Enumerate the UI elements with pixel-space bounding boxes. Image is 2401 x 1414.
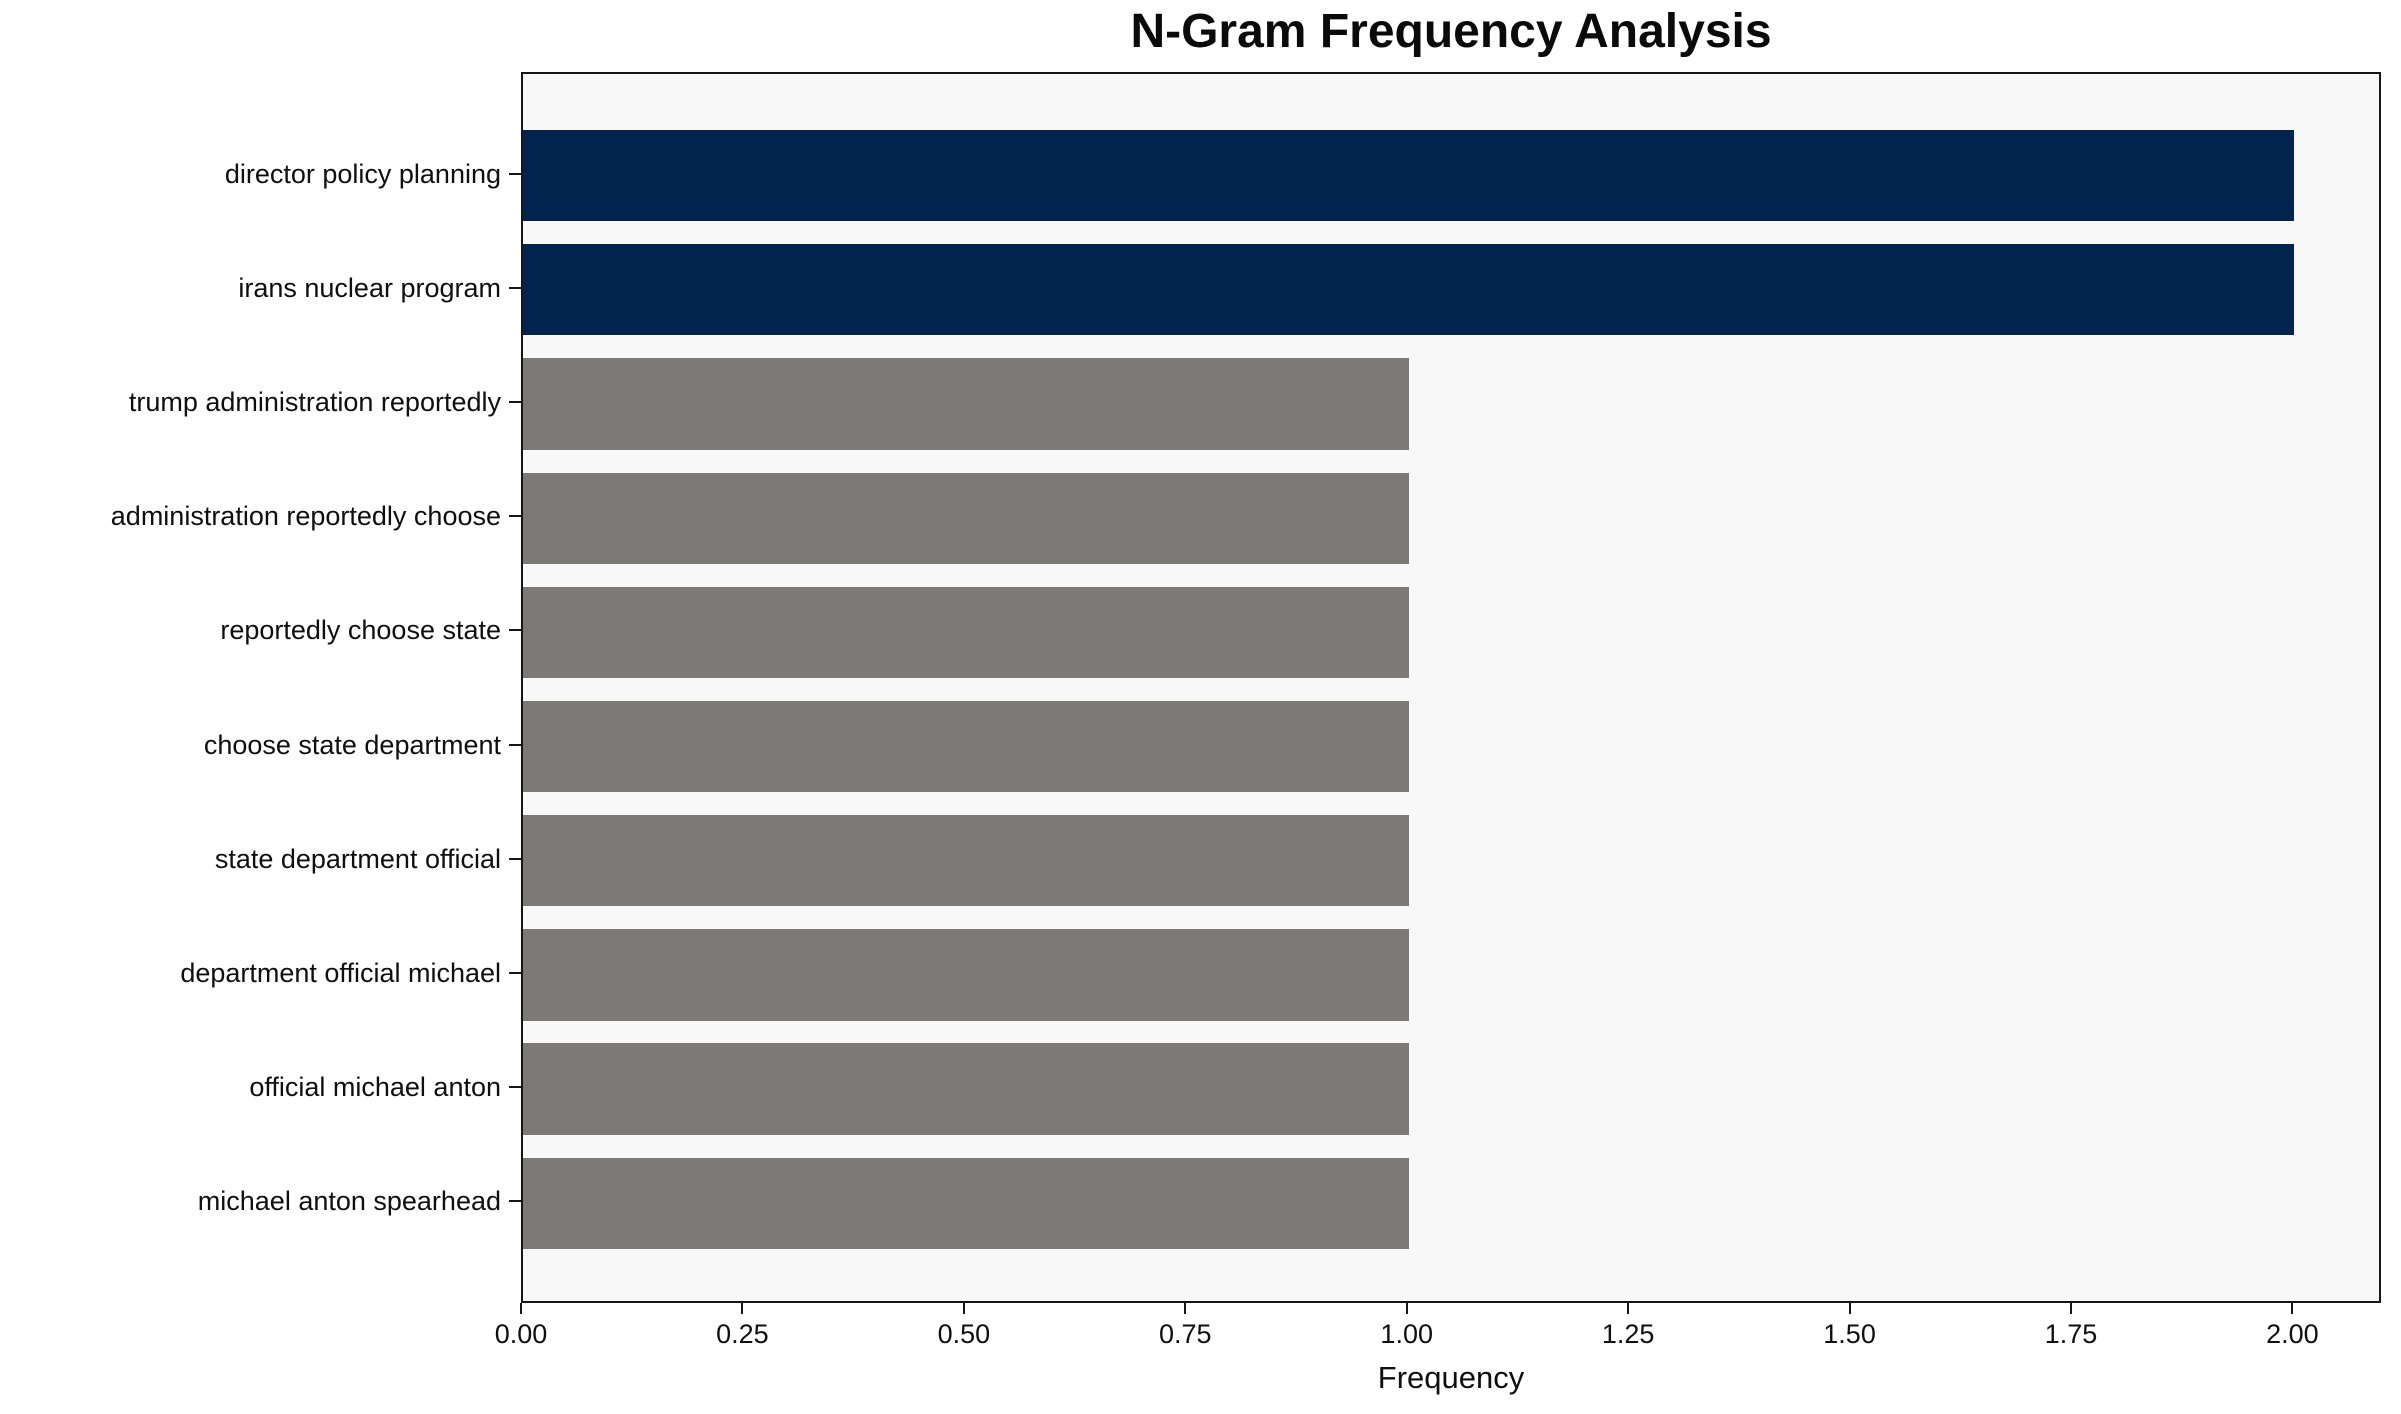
x-tick-label: 1.75	[2044, 1319, 2098, 1349]
x-tick-mark	[2291, 1303, 2294, 1314]
y-tick-mark	[509, 1086, 521, 1089]
bar	[523, 929, 1409, 1021]
x-tick-label: 1.50	[1823, 1319, 1876, 1349]
y-tick-label: official michael anton	[249, 1072, 501, 1103]
y-tick-label: department official michael	[180, 957, 501, 988]
bar	[523, 1043, 1409, 1135]
x-tick-label: 0.25	[716, 1319, 769, 1349]
x-axis-label: Frequency	[1377, 1360, 1525, 1395]
plot-area	[521, 72, 2381, 1303]
x-tick-label: 1.00	[1380, 1319, 1433, 1349]
y-tick-label: state department official	[214, 843, 501, 874]
y-tick-label: michael anton spearhead	[197, 1186, 501, 1217]
x-tick-mark	[2070, 1303, 2072, 1314]
x-tick-mark	[1627, 1303, 1630, 1314]
bar	[523, 244, 2295, 336]
bar	[523, 700, 1409, 793]
x-tick-label: 2.00	[2266, 1319, 2319, 1349]
y-tick-mark	[509, 629, 521, 632]
y-tick-label: choose state department	[203, 729, 501, 760]
chart-title: N-Gram Frequency Analysis	[1130, 5, 1772, 58]
x-tick-mark	[741, 1303, 744, 1314]
y-tick-label: irans nuclear program	[238, 272, 501, 303]
y-tick-mark	[509, 971, 521, 974]
bar	[523, 1157, 1409, 1250]
x-tick-mark	[1184, 1303, 1187, 1314]
bar	[523, 472, 1409, 564]
y-tick-mark	[509, 515, 521, 518]
bar	[523, 129, 2295, 222]
y-tick-label: reportedly choose state	[220, 615, 501, 646]
x-tick-label: 0.00	[494, 1319, 548, 1349]
bar	[523, 358, 1409, 450]
x-tick-mark	[1405, 1303, 1408, 1314]
bar	[523, 586, 1409, 679]
y-tick-mark	[509, 401, 521, 404]
x-tick-label: 1.25	[1601, 1319, 1655, 1349]
y-tick-mark	[509, 286, 521, 289]
x-tick-mark	[520, 1303, 522, 1314]
x-tick-label: 0.50	[937, 1319, 991, 1349]
x-tick-mark	[1848, 1303, 1851, 1314]
x-tick-label: 0.75	[1159, 1319, 1212, 1349]
y-tick-mark	[509, 857, 521, 860]
x-tick-mark	[962, 1303, 965, 1314]
y-tick-mark	[509, 743, 521, 746]
bar	[523, 815, 1409, 907]
y-tick-label: director policy planning	[224, 158, 501, 189]
y-tick-mark	[509, 172, 521, 175]
y-tick-label: administration reportedly choose	[110, 501, 501, 532]
y-tick-label: trump administration reportedly	[128, 387, 501, 418]
y-tick-mark	[509, 1200, 521, 1203]
